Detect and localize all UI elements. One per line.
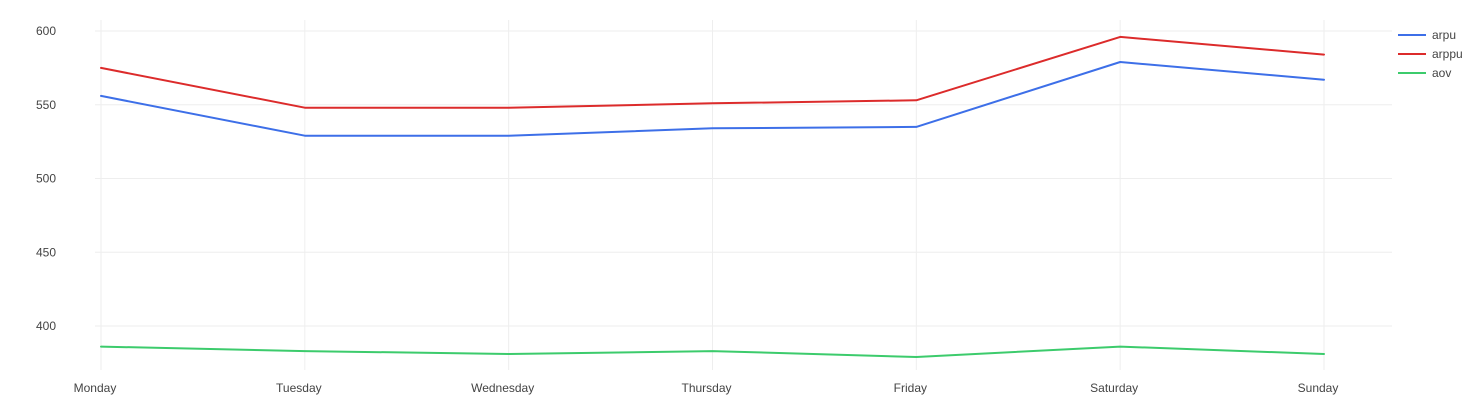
series-line-arppu — [100, 35, 1325, 109]
y-tick-label: 600 — [36, 24, 56, 38]
x-tick-label: Monday — [74, 381, 117, 395]
legend-item-arpu[interactable]: arpu — [1398, 28, 1456, 42]
y-tick-label: 550 — [36, 98, 56, 112]
legend-label: arpu — [1432, 28, 1456, 42]
series-line-arpu — [100, 61, 1325, 137]
y-tick-label: 400 — [36, 319, 56, 333]
legend-item-aov[interactable]: aov — [1398, 66, 1451, 80]
y-axis-tick-labels: 400 450 500 550 600 — [36, 24, 56, 333]
series-line-aov — [100, 345, 1325, 358]
x-tick-label: Thursday — [681, 381, 731, 395]
x-axis-tick-labels: Monday Tuesday Wednesday Thursday Friday Satu… — [74, 381, 1339, 395]
y-gridlines — [95, 30, 1392, 327]
x-tick-label: Friday — [894, 381, 927, 395]
series-lines — [100, 35, 1325, 358]
x-tick-label: Sunday — [1298, 381, 1339, 395]
x-tick-label: Tuesday — [276, 381, 322, 395]
legend-label: arppu — [1432, 47, 1463, 61]
x-tick-label: Saturday — [1090, 381, 1138, 395]
legend-item-arppu[interactable]: arppu — [1398, 47, 1463, 61]
x-gridlines — [100, 20, 1325, 370]
legend-label: aov — [1432, 66, 1451, 80]
y-tick-label: 450 — [36, 245, 56, 259]
x-tick-label: Wednesday — [471, 381, 534, 395]
y-tick-label: 500 — [36, 172, 56, 186]
legend[interactable]: arpu arppu aov — [1398, 28, 1463, 80]
